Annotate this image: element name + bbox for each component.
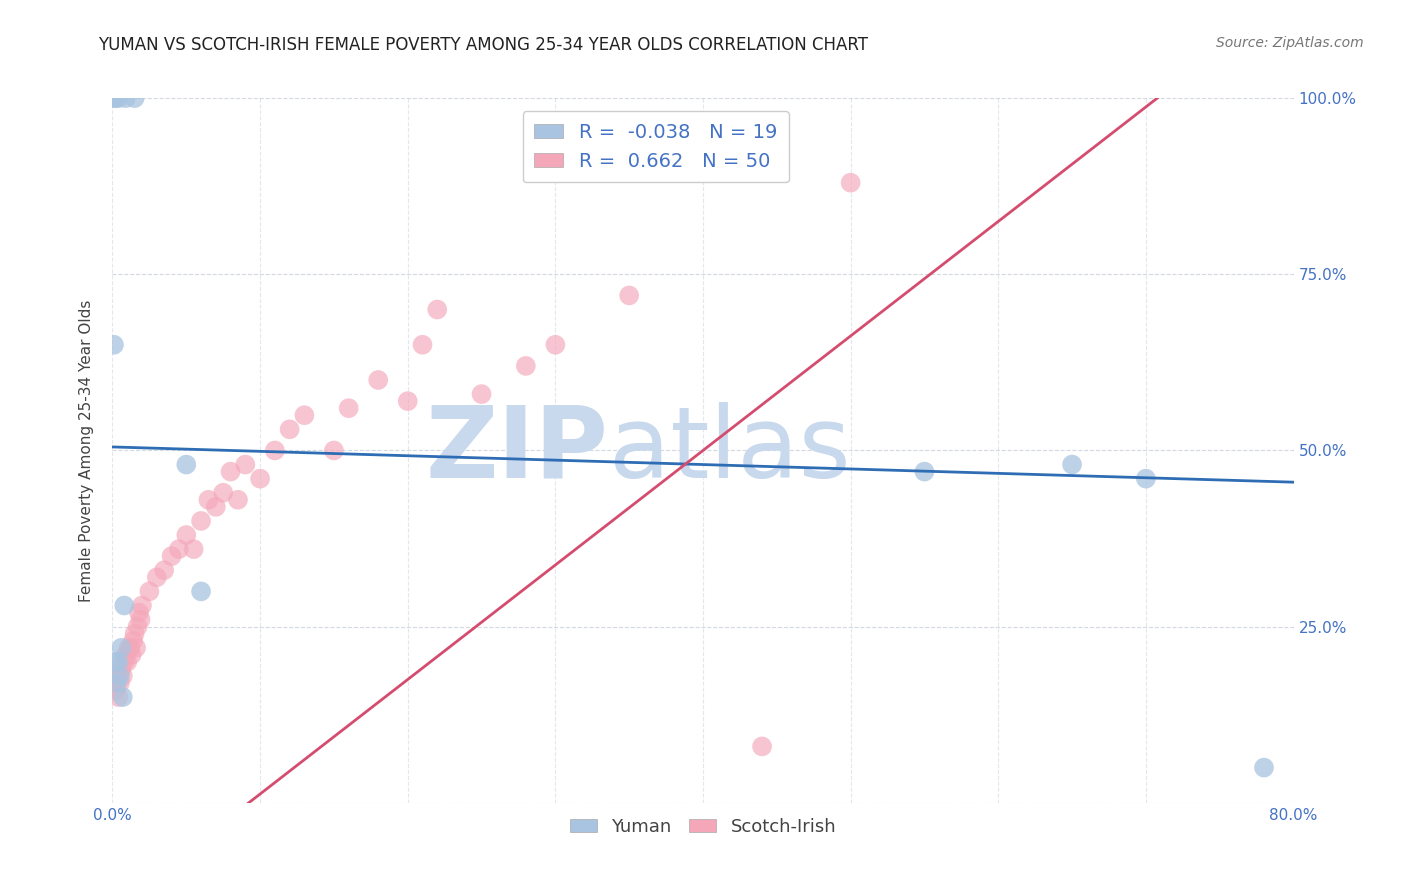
Point xyxy=(544,338,567,352)
Point xyxy=(107,91,129,105)
Point xyxy=(190,584,212,599)
Point xyxy=(127,619,149,633)
Point xyxy=(104,655,127,669)
Point xyxy=(367,373,389,387)
Point xyxy=(619,288,641,302)
Point xyxy=(104,683,127,698)
Point xyxy=(105,676,128,690)
Point xyxy=(110,662,132,676)
Legend: Yuman, Scotch-Irish: Yuman, Scotch-Irish xyxy=(562,811,844,843)
Point xyxy=(128,606,150,620)
Point xyxy=(292,408,315,422)
Point xyxy=(249,472,271,486)
Point xyxy=(111,690,134,705)
Point xyxy=(212,485,235,500)
Point xyxy=(160,549,183,564)
Point xyxy=(1135,472,1157,486)
Point xyxy=(515,359,537,373)
Point xyxy=(411,338,433,352)
Point xyxy=(117,655,138,669)
Point xyxy=(146,570,169,584)
Point xyxy=(337,401,360,416)
Point xyxy=(124,626,146,640)
Point xyxy=(190,514,212,528)
Point xyxy=(278,422,301,436)
Point xyxy=(122,633,145,648)
Point xyxy=(197,492,219,507)
Point xyxy=(103,676,125,690)
Point xyxy=(233,458,256,472)
Text: YUMAN VS SCOTCH-IRISH FEMALE POVERTY AMONG 25-34 YEAR OLDS CORRELATION CHART: YUMAN VS SCOTCH-IRISH FEMALE POVERTY AMO… xyxy=(98,36,869,54)
Point xyxy=(108,669,131,683)
Point xyxy=(110,640,132,655)
Point xyxy=(1062,458,1084,472)
Point xyxy=(107,655,129,669)
Point xyxy=(103,91,125,105)
Text: atlas: atlas xyxy=(609,402,851,499)
Point xyxy=(114,648,136,662)
Point xyxy=(914,465,936,479)
Point xyxy=(205,500,228,514)
Point xyxy=(138,584,160,599)
Point xyxy=(183,542,205,557)
Point xyxy=(107,690,129,705)
Point xyxy=(153,563,176,577)
Point xyxy=(118,640,141,655)
Point xyxy=(111,669,134,683)
Point xyxy=(125,640,148,655)
Point xyxy=(219,465,242,479)
Point xyxy=(264,443,287,458)
Point xyxy=(839,176,862,190)
Point xyxy=(751,739,773,754)
Point xyxy=(129,613,152,627)
Text: Source: ZipAtlas.com: Source: ZipAtlas.com xyxy=(1216,36,1364,50)
Point xyxy=(323,443,346,458)
Point xyxy=(112,599,135,613)
Point xyxy=(120,640,142,655)
Point xyxy=(103,338,125,352)
Point xyxy=(124,91,146,105)
Point xyxy=(174,458,197,472)
Point xyxy=(105,669,128,683)
Point xyxy=(131,599,153,613)
Point xyxy=(114,91,136,105)
Point xyxy=(108,676,131,690)
Point xyxy=(167,542,190,557)
Point xyxy=(112,655,135,669)
Text: ZIP: ZIP xyxy=(426,402,609,499)
Point xyxy=(121,648,143,662)
Point xyxy=(426,302,449,317)
Point xyxy=(396,394,419,409)
Point xyxy=(226,492,249,507)
Point xyxy=(174,528,197,542)
Point xyxy=(104,91,127,105)
Point xyxy=(470,387,494,401)
Point xyxy=(1253,760,1275,774)
Y-axis label: Female Poverty Among 25-34 Year Olds: Female Poverty Among 25-34 Year Olds xyxy=(79,300,94,601)
